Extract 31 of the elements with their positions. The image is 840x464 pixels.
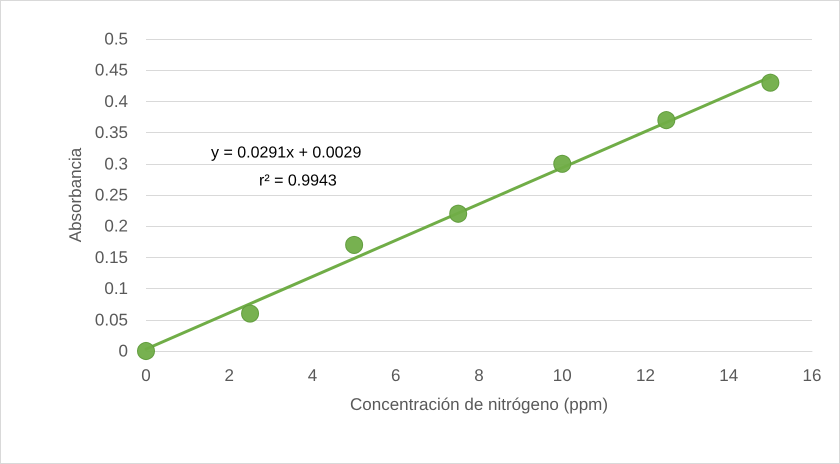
y-tick-label: 0.4	[104, 92, 128, 111]
y-tick-label: 0.1	[104, 279, 128, 298]
x-tick-label: 16	[802, 366, 822, 385]
point	[761, 74, 780, 92]
point	[449, 204, 468, 223]
y-tick-label: 0.3	[104, 154, 128, 174]
x-tick-label: 12	[636, 366, 655, 385]
x-tick-label: 2	[224, 366, 234, 385]
y-tick-label: 0.5	[104, 30, 128, 48]
point	[241, 304, 260, 323]
x-tick-label: 8	[474, 366, 484, 385]
x-tick-label: 14	[719, 366, 738, 385]
x-tick-label: 6	[391, 366, 400, 385]
y-tick-label: 0.25	[94, 186, 128, 204]
y-tick-label: 0.2	[104, 216, 128, 236]
y-tick-label: 0	[118, 342, 128, 360]
x-axis-title: Concentración de nitrógeno (ppm)	[350, 395, 608, 414]
y-tick-label: 0.45	[94, 60, 128, 80]
x-tick-label: 0	[141, 366, 151, 385]
x-tick-label: 10	[552, 366, 572, 385]
y-axis-title: Absorbancia	[66, 147, 85, 242]
x-tick-label: 4	[308, 366, 318, 385]
y-tick-label: 0.35	[94, 123, 128, 142]
point	[553, 154, 572, 173]
point	[345, 236, 364, 254]
annotation: y = 0.0291x + 0.0029	[211, 144, 362, 162]
annotation: r² = 0.9943	[259, 172, 337, 190]
point	[137, 342, 155, 360]
y-tick-label: 0.15	[94, 248, 128, 267]
y-tick-label: 0.05	[94, 310, 128, 330]
point	[657, 111, 676, 130]
